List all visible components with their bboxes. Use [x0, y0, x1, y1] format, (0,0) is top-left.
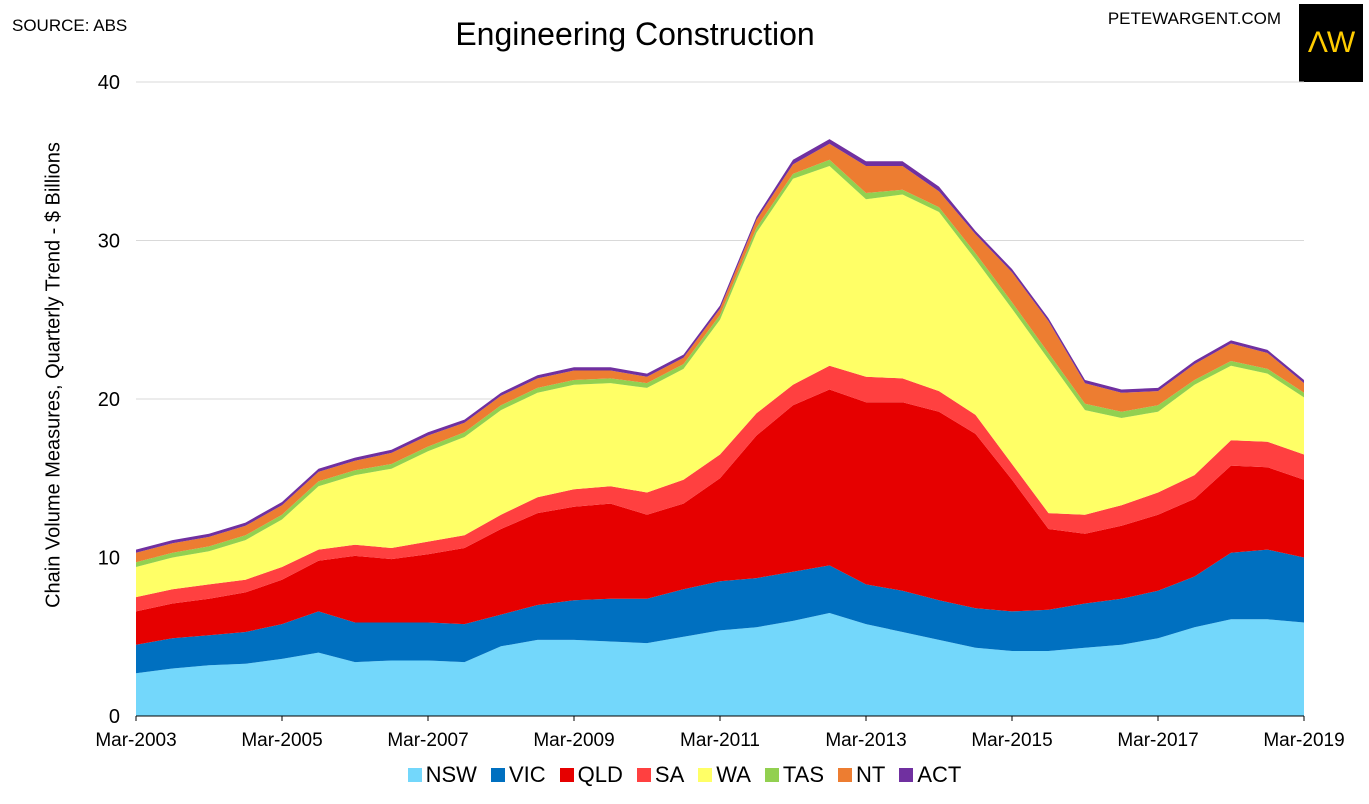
x-tick-label: Mar-2011	[680, 730, 760, 751]
x-tick-label: Mar-2009	[533, 730, 614, 751]
legend-swatch	[636, 768, 651, 782]
area-qld	[136, 389, 1304, 645]
legend-label: NT	[856, 762, 886, 787]
x-tick-label: Mar-2019	[1263, 730, 1344, 751]
y-tick-label: 30	[98, 231, 120, 253]
legend-label: ACT	[917, 762, 962, 787]
brand-label: PETEWARGENT.COM	[1107, 9, 1281, 28]
y-tick-label: 40	[98, 72, 120, 94]
source-label: SOURCE: ABS	[12, 16, 128, 35]
legend-item-qld: QLD	[559, 762, 623, 788]
y-tick-label: 0	[109, 706, 120, 728]
legend-swatch	[407, 768, 422, 782]
x-tick-label: Mar-2015	[971, 730, 1052, 751]
legend-label: QLD	[577, 762, 623, 787]
legend-item-nsw: NSW	[407, 762, 477, 788]
legend-item-tas: TAS	[764, 762, 825, 788]
legend-label: WA	[716, 762, 751, 787]
legend-item-act: ACT	[899, 762, 961, 788]
legend-label: VIC	[508, 762, 546, 787]
legend-swatch	[838, 768, 853, 782]
aw-logo: ΛW	[1299, 4, 1363, 82]
legend-label: NSW	[425, 762, 477, 787]
legend-swatch	[559, 768, 574, 782]
legend-item-wa: WA	[698, 762, 751, 788]
area-vic	[136, 549, 1304, 674]
legend-label: TAS	[782, 762, 825, 787]
legend-swatch	[899, 768, 914, 782]
legend-label: SA	[654, 762, 685, 787]
y-tick-label: 10	[98, 548, 120, 570]
chart-title: Engineering Construction	[455, 16, 815, 52]
y-tick-label: 20	[98, 389, 120, 411]
area-nsw	[136, 613, 1304, 716]
area-wa	[136, 166, 1304, 598]
legend-swatch	[698, 768, 713, 782]
x-tick-label: Mar-2005	[241, 730, 322, 751]
x-tick-label: Mar-2007	[387, 730, 468, 751]
legend-swatch	[764, 768, 779, 782]
area-sa	[136, 365, 1304, 612]
x-tick-label: Mar-2017	[1117, 730, 1198, 751]
chart-legend: NSW VIC QLD SA WA TAS NT ACT	[0, 762, 1369, 788]
legend-item-nt: NT	[838, 762, 885, 788]
x-tick-label: Mar-2013	[825, 730, 906, 751]
logo-text: ΛW	[1307, 26, 1355, 59]
legend-swatch	[490, 768, 505, 782]
legend-item-vic: VIC	[490, 762, 546, 788]
x-tick-label: Mar-2003	[95, 730, 176, 751]
legend-item-sa: SA	[636, 762, 685, 788]
